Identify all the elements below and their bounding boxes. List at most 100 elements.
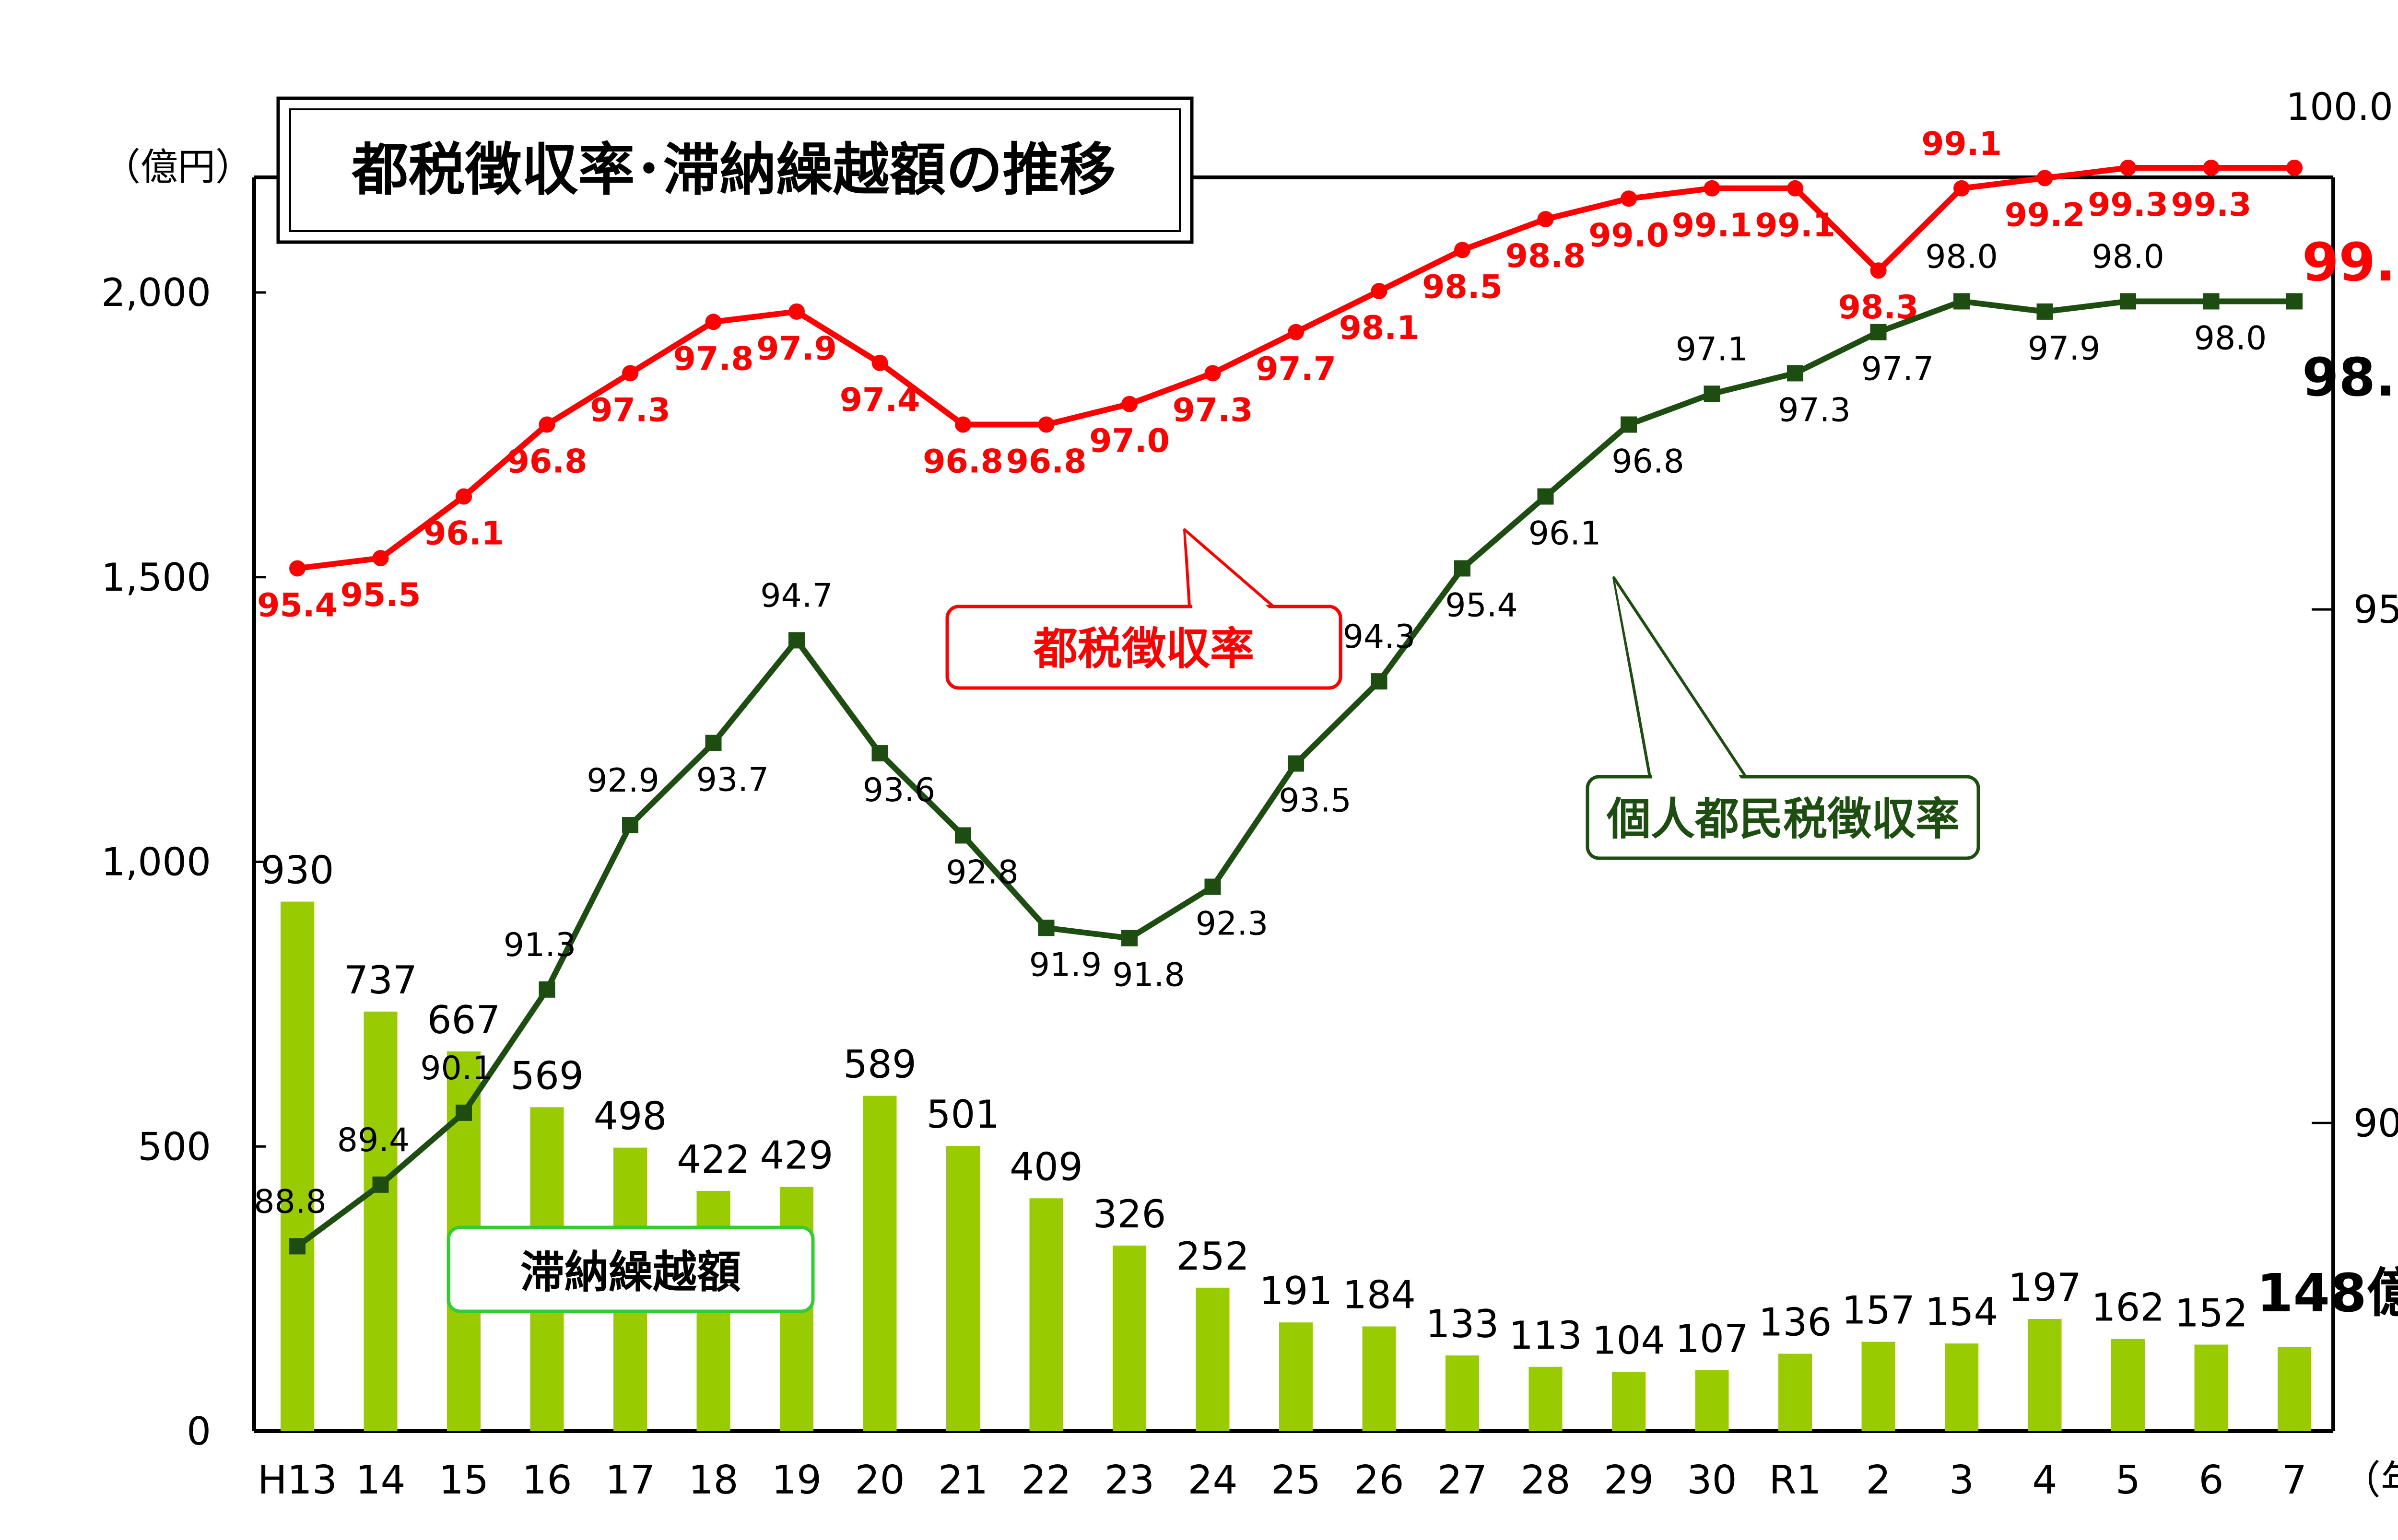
tax-rate-label: 96.8: [1006, 443, 1087, 481]
right-axis-unit: 100.0（%）: [2286, 86, 2398, 129]
tax-rate-label: 96.8: [507, 443, 588, 481]
resident-rate-label: 98.0: [2092, 238, 2164, 276]
left-tick-label: 2,000: [101, 270, 211, 315]
tax-rate-point: [1787, 180, 1803, 197]
x-tick-label: 26: [1354, 1458, 1404, 1503]
line-series-group: 95.4 95.596.196.897.397.8 97.997.496.8 96.8…: [254, 125, 2303, 1255]
bar-label: 184: [1342, 1273, 1416, 1318]
bar-label: 422: [677, 1137, 750, 1182]
title-box: 都税徴収率･滞納繰越額の推移: [276, 96, 1194, 244]
resident-rate-point: [1621, 416, 1637, 433]
x-tick-label: 28: [1520, 1458, 1570, 1503]
bar-label: 191: [1259, 1269, 1333, 1313]
tax-rate-point: [1537, 211, 1554, 228]
tax-rate-point: [1038, 416, 1055, 433]
tax-rate-label: 99.3: [2171, 186, 2252, 224]
last-label-tax-rate: 99.3％: [2302, 232, 2398, 293]
x-tick-label: 25: [1271, 1458, 1321, 1503]
tax-rate-point: [1953, 180, 1970, 197]
tax-rate-label: 97.7: [1256, 350, 1336, 388]
resident-rate-label: 93.5: [1279, 782, 1351, 820]
last-label-resident-rate: 98.0％: [2302, 347, 2398, 408]
bar-label: 197: [2008, 1265, 2081, 1310]
tax-rate-label: 97.3: [590, 391, 670, 429]
resident-rate-label: 96.1: [1528, 515, 1601, 553]
resident-rate-point: [1787, 365, 1803, 382]
chart-title: 都税徴収率･滞納繰越額の推移: [351, 137, 1116, 203]
resident-rate-label: 96.8: [1611, 443, 1684, 481]
bar-6: [2194, 1344, 2228, 1431]
resident-rate-point: [871, 745, 888, 762]
x-tick-label: 18: [688, 1458, 738, 1503]
bar-3: [1945, 1343, 1978, 1431]
x-tick-label: 3: [1949, 1458, 1974, 1503]
resident-rate-label: 95.4: [1445, 586, 1517, 624]
x-tick-label: 7: [2282, 1458, 2307, 1503]
tax-rate-label: 99.2: [2005, 196, 2085, 234]
tax-rate-point: [1371, 283, 1387, 300]
resident-rate-label: 92.3: [1196, 905, 1268, 943]
x-tick-label: 22: [1021, 1458, 1071, 1503]
callout-tax-rate-label: 都税徴収率: [1033, 623, 1254, 675]
x-tick-label: 23: [1105, 1458, 1154, 1503]
callout-bar: 滞納繰越額: [447, 1225, 815, 1313]
resident-rate-point: [955, 827, 971, 844]
last-label-bar: 148億円: [2257, 1262, 2398, 1324]
callout-resident-rate-label: 個人都民税徴収率: [1606, 793, 1960, 845]
x-tick-label: 17: [605, 1458, 655, 1503]
x-tick-label: 15: [439, 1458, 489, 1503]
resident-rate-label: 93.6: [863, 771, 935, 809]
tax-rate-label: 99.0: [1588, 217, 1669, 255]
tax-rate-point: [2203, 159, 2220, 176]
tax-rate-point: [1621, 190, 1637, 207]
x-tick-label: 4: [2032, 1458, 2057, 1503]
tax-rate-label: 99.1: [1755, 207, 1835, 245]
bar-4: [2028, 1319, 2062, 1431]
tax-rate-point: [622, 365, 638, 382]
resident-rate-point: [2286, 293, 2303, 310]
bar-20: [863, 1096, 897, 1431]
tax-rate-label: 97.9: [756, 330, 837, 368]
tax-rate-label: 96.1: [423, 515, 504, 553]
resident-rate-label: 93.7: [696, 761, 769, 799]
bar-26: [1362, 1326, 1396, 1431]
bar-label: 162: [2092, 1285, 2165, 1330]
resident-rate-point: [1454, 560, 1470, 577]
tax-rate-point: [955, 416, 971, 433]
right-tick-label: 95.0: [2353, 587, 2398, 632]
tax-rate-point: [705, 314, 722, 330]
tax-rate-point: [456, 488, 472, 505]
resident-rate-label: 89.4: [337, 1121, 410, 1159]
bar-2: [1861, 1342, 1895, 1431]
resident-rate-label: 98.0: [1925, 238, 1998, 276]
x-tick-label: H13: [258, 1458, 337, 1503]
tax-rate-label: 95.4: [257, 586, 338, 624]
tax-rate-point: [1454, 242, 1470, 258]
tax-rate-label: 99.1: [1672, 207, 1752, 245]
tax-rate-point: [788, 303, 805, 320]
tax-rate-label: 95.5: [341, 576, 421, 614]
tax-rate-point: [2036, 170, 2053, 187]
left-tick-label: 0: [187, 1409, 211, 1454]
x-tick-label: 20: [855, 1458, 905, 1503]
bar-label: 113: [1509, 1313, 1582, 1358]
left-tick-label: 1,000: [101, 840, 211, 885]
bar-label: 152: [2175, 1291, 2248, 1336]
resident-rate-label: 91.3: [504, 926, 576, 964]
bar-7: [2278, 1347, 2311, 1431]
tax-rate-label: 98.5: [1422, 268, 1503, 306]
resident-rate-label: 97.7: [1861, 350, 1934, 388]
bar-label: 136: [1759, 1300, 1832, 1345]
resident-rate-point: [1288, 755, 1304, 772]
tax-rate-point: [289, 560, 306, 577]
resident-rate-point: [289, 1238, 306, 1255]
resident-rate-point: [2036, 303, 2053, 320]
resident-rate-point: [456, 1104, 472, 1121]
resident-rate-point: [1537, 488, 1554, 505]
x-tick-label: 6: [2198, 1458, 2223, 1503]
tax-rate-label: 99.1: [1921, 125, 2002, 163]
x-tick-label: 2: [1866, 1458, 1891, 1503]
callout-tax-rate: 都税徴収率: [945, 528, 1342, 690]
